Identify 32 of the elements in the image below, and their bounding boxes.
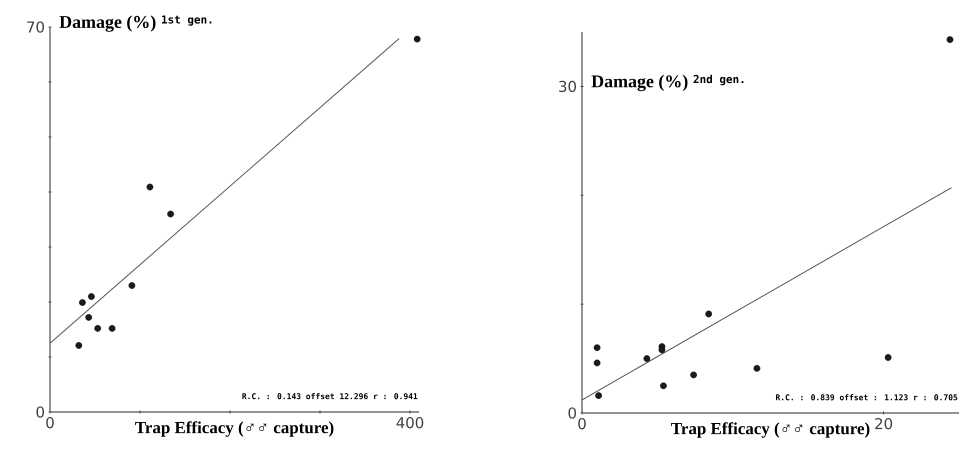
y-axis-title: Damage (%) [591, 74, 688, 92]
point [128, 282, 136, 289]
point [754, 364, 760, 372]
x-tick-label: 0 [578, 418, 586, 430]
point [594, 360, 600, 366]
y-tick-label: 70 [27, 21, 44, 33]
point [594, 344, 600, 352]
point [643, 355, 650, 362]
point [108, 325, 116, 332]
point [884, 354, 892, 361]
point [146, 184, 154, 190]
text: 2nd gen. [694, 74, 744, 86]
y-tick-label: 30 [559, 80, 576, 92]
point [167, 210, 174, 218]
point [88, 293, 95, 300]
x-axis-title: Trap Efficacy (♂♂ capture) [671, 422, 870, 438]
x-tick-label: 0 [46, 417, 54, 428]
point [414, 36, 421, 42]
point [946, 36, 954, 44]
point [85, 314, 92, 321]
point [705, 310, 712, 318]
point [79, 299, 86, 306]
point [94, 325, 102, 332]
point [595, 392, 602, 399]
x-axis-title: Trap Efficacy (♂♂ capture) [135, 421, 334, 437]
point [690, 372, 697, 378]
x-tick-label: 400 [396, 417, 424, 428]
point [75, 342, 82, 349]
chart-title: 1st gen. [162, 15, 212, 26]
y-axis-title: Damage (%) [59, 15, 156, 32]
point [660, 382, 667, 390]
x-tick-label: 20 [875, 418, 892, 430]
